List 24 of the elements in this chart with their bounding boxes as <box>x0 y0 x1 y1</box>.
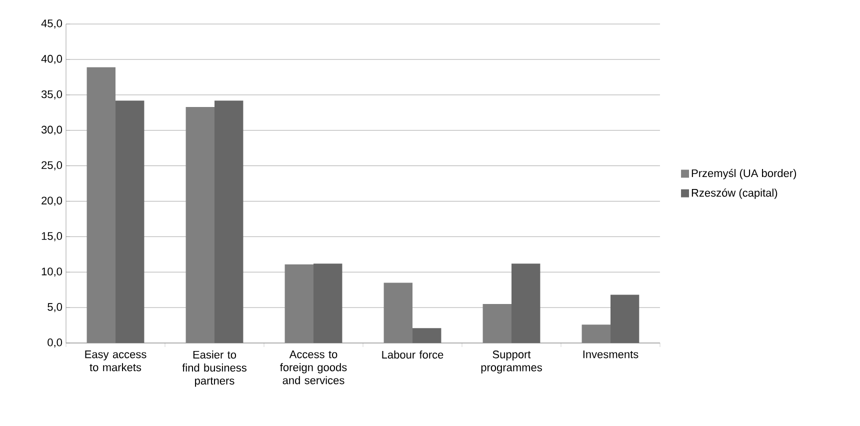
x-tick-label: Support programmes <box>481 350 542 374</box>
bar <box>610 294 640 343</box>
legend-label: Przemyśl (UA border) <box>692 168 796 180</box>
y-tick-label: 10,0 <box>42 268 62 277</box>
y-tick-label: 25,0 <box>42 161 62 170</box>
x-tick-label: Labour force <box>382 350 444 359</box>
y-tick-label: 15,0 <box>42 232 62 242</box>
x-tick-label: Easier to find business partners <box>182 350 246 387</box>
y-tick-label: 35,0 <box>41 90 62 100</box>
legend-label: Rzeszów (capital) <box>692 188 778 199</box>
bar <box>116 100 144 343</box>
y-tick-label: 0,0 <box>48 338 62 348</box>
bar <box>314 264 342 343</box>
y-tick-label: 20,0 <box>42 196 62 206</box>
y-tick-label: 5,0 <box>48 303 62 312</box>
x-tick-label: Easy access to markets <box>85 350 146 372</box>
y-tick-label: 30,0 <box>41 126 62 135</box>
y-tick-label: 40,0 <box>41 54 62 64</box>
bar <box>512 264 540 343</box>
y-tick-label: 45,0 <box>41 19 62 29</box>
bar <box>412 328 442 343</box>
bar <box>214 100 244 343</box>
x-tick-label: Access to foreign goods and services <box>280 350 347 384</box>
x-tick-label: Invesments <box>583 350 638 358</box>
